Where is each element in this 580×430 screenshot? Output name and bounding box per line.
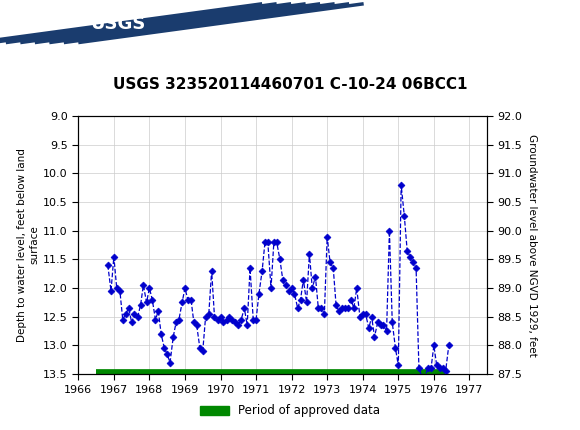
Legend: Period of approved data: Period of approved data [195, 399, 385, 422]
Y-axis label: Depth to water level, feet below land
surface: Depth to water level, feet below land su… [17, 148, 39, 342]
Text: USGS: USGS [90, 15, 145, 33]
Text: USGS 323520114460701 C-10-24 06BCC1: USGS 323520114460701 C-10-24 06BCC1 [113, 77, 467, 92]
Y-axis label: Groundwater level above NGVD 1929, feet: Groundwater level above NGVD 1929, feet [527, 134, 536, 356]
FancyBboxPatch shape [6, 4, 75, 43]
